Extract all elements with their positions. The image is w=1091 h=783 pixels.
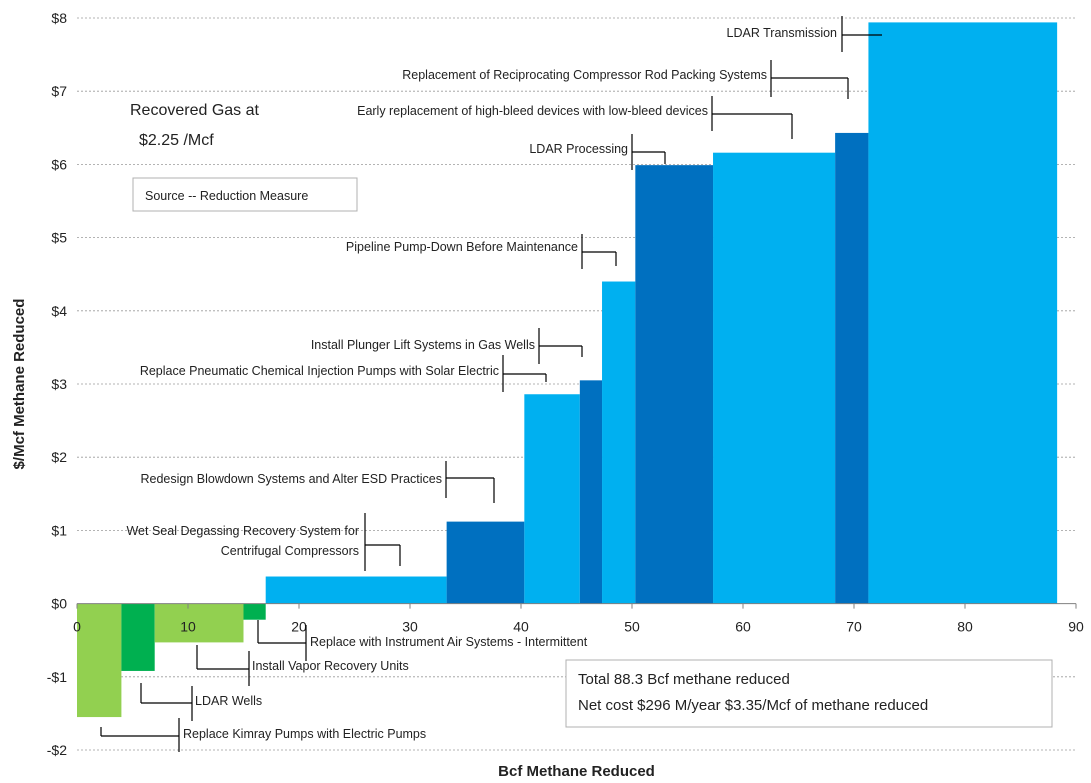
y-tick-label: -$1 bbox=[47, 669, 67, 685]
bar-9 bbox=[602, 281, 636, 604]
measure-label: LDAR Transmission bbox=[727, 26, 837, 40]
y-tick-label: $6 bbox=[51, 156, 67, 172]
y-tick-label: $8 bbox=[51, 10, 67, 26]
bars bbox=[77, 22, 1058, 718]
measure-label: Replace Kimray Pumps with Electric Pumps bbox=[183, 727, 426, 741]
bar-13 bbox=[868, 22, 1058, 604]
summary-box bbox=[565, 659, 1053, 728]
source-legend-text: Source -- Reduction Measure bbox=[145, 189, 308, 203]
bar-10 bbox=[635, 165, 714, 604]
y-tick-label: $0 bbox=[51, 596, 67, 612]
measure-label: LDAR Wells bbox=[195, 694, 262, 708]
bar-8 bbox=[579, 380, 603, 604]
y-tick-label: $5 bbox=[51, 230, 67, 246]
y-tick-label: $2 bbox=[51, 449, 67, 465]
annotations: Redesign Blowdown Systems and Alter ESD … bbox=[100, 16, 882, 752]
y-tick-label: $1 bbox=[51, 522, 67, 538]
bar-11 bbox=[713, 152, 836, 604]
measure-label: LDAR Processing bbox=[529, 142, 628, 156]
wet-seal-label-line1: Wet Seal Degassing Recovery System for bbox=[126, 524, 359, 538]
measure-label: Pipeline Pump-Down Before Maintenance bbox=[346, 240, 578, 254]
bar-5 bbox=[265, 576, 447, 604]
axes: 0 10 20 30 40 50 60 70 80 90 -$2 -$1 $0 $1 $2 $3 $4 $5 $6 $… bbox=[11, 10, 1084, 780]
measure-label: Install Vapor Recovery Units bbox=[252, 659, 409, 673]
summary-line2: Net cost $296 M/year $3.35/Mcf of methan… bbox=[578, 697, 928, 714]
x-tick-label: 60 bbox=[735, 619, 751, 635]
bar-4 bbox=[243, 603, 266, 620]
bar-3 bbox=[154, 603, 244, 643]
x-tick-label: 80 bbox=[957, 619, 973, 635]
summary-line1: Total 88.3 Bcf methane reduced bbox=[578, 671, 790, 688]
y-tick-label: $7 bbox=[51, 83, 67, 99]
bar-7 bbox=[524, 394, 580, 604]
x-tick-label: 0 bbox=[73, 619, 81, 635]
bar-2 bbox=[121, 603, 155, 671]
bar-1 bbox=[77, 603, 122, 718]
x-tick-label: 40 bbox=[513, 619, 529, 635]
gas-price-line1: Recovered Gas at bbox=[130, 102, 260, 119]
y-tick-label: -$2 bbox=[47, 742, 67, 758]
measure-label: Early replacement of high-bleed devices … bbox=[357, 104, 708, 118]
measure-label: Redesign Blowdown Systems and Alter ESD … bbox=[140, 472, 442, 486]
text-boxes: Source -- Reduction Measure Recovered Ga… bbox=[130, 102, 1053, 728]
measure-label: Install Plunger Lift Systems in Gas Well… bbox=[311, 338, 535, 352]
y-tick-label: $3 bbox=[51, 376, 67, 392]
x-tick-label: 90 bbox=[1068, 619, 1084, 635]
y-tick-label: $4 bbox=[51, 303, 67, 319]
x-axis-title: Bcf Methane Reduced bbox=[498, 763, 655, 780]
x-tick-label: 50 bbox=[624, 619, 640, 635]
bar-6 bbox=[446, 521, 525, 604]
measure-label: Replacement of Reciprocating Compressor … bbox=[402, 68, 767, 82]
x-tick-label: 20 bbox=[291, 619, 307, 635]
source-legend-box bbox=[132, 177, 358, 212]
x-tick-label: 10 bbox=[180, 619, 196, 635]
bar-12 bbox=[835, 132, 869, 604]
measure-label: Replace with Instrument Air Systems - In… bbox=[310, 635, 588, 649]
y-axis-title: $/Mcf Methane Reduced bbox=[11, 299, 28, 470]
x-tick-label: 30 bbox=[402, 619, 418, 635]
x-tick-label: 70 bbox=[846, 619, 862, 635]
wet-seal-label-line2: Centrifugal Compressors bbox=[221, 544, 359, 558]
measure-label: Replace Pneumatic Chemical Injection Pum… bbox=[140, 364, 499, 378]
gas-price-line2: $2.25 /Mcf bbox=[139, 132, 214, 149]
